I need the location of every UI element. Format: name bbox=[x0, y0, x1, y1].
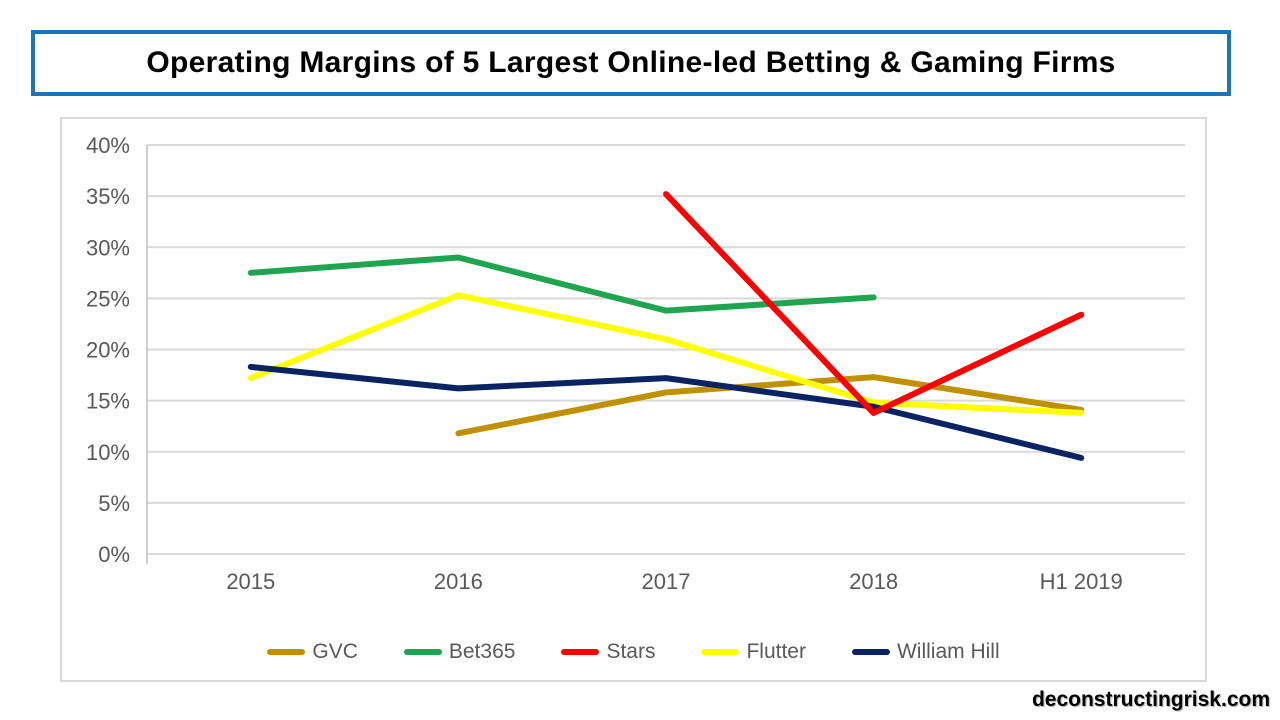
legend-label-flutter: Flutter bbox=[746, 640, 806, 663]
legend-item-flutter: Flutter bbox=[701, 640, 806, 664]
legend-item-gvc: GVC bbox=[267, 640, 358, 664]
series-line-stars bbox=[663, 191, 1085, 416]
legend-swatch-flutter bbox=[701, 649, 740, 655]
legend-swatch-stars bbox=[561, 649, 600, 655]
y-axis-tick-label: 15% bbox=[86, 389, 130, 414]
legend-label-william-hill: William Hill bbox=[896, 640, 1000, 663]
x-axis-category-label: 2017 bbox=[642, 569, 691, 594]
chart-container: 0% 5% 10% 15% 20% 25% 30% 35% 40% 2015 2016 2017 201… bbox=[60, 117, 1207, 682]
series-line-bet365 bbox=[247, 254, 877, 314]
legend-item-william-hill: William Hill bbox=[851, 640, 1000, 664]
legend-label-bet365: Bet365 bbox=[448, 640, 516, 663]
x-axis-category-label: 2016 bbox=[434, 569, 483, 594]
chart-legend: GVC Bet365 Stars Flutter William Hill bbox=[62, 640, 1205, 664]
series-line-flutter bbox=[247, 292, 1085, 416]
watermark-text: deconstructingrisk.com bbox=[1031, 688, 1270, 711]
y-axis-tick-label: 40% bbox=[86, 133, 130, 158]
y-axis-tick-label: 25% bbox=[86, 286, 130, 311]
legend-label-gvc: GVC bbox=[312, 640, 358, 663]
legend-item-stars: Stars bbox=[561, 640, 655, 664]
y-axis-tick-label: 35% bbox=[86, 184, 130, 209]
legend-swatch-bet365 bbox=[403, 649, 442, 655]
y-axis-tick-label: 5% bbox=[98, 491, 130, 516]
page-title: Operating Margins of 5 Largest Online-le… bbox=[146, 46, 1116, 79]
y-axis-tick-label: 10% bbox=[86, 440, 130, 465]
y-axis-tick-label: 0% bbox=[98, 542, 130, 567]
series-line-gvc bbox=[455, 374, 1085, 437]
chart-title-box: Operating Margins of 5 Largest Online-le… bbox=[31, 30, 1231, 96]
series-line-william-hill bbox=[247, 363, 1085, 461]
legend-label-stars: Stars bbox=[606, 640, 656, 663]
legend-swatch-william-hill bbox=[851, 649, 890, 655]
y-axis-tick-label: 30% bbox=[86, 235, 130, 260]
x-axis-category-label: H1 2019 bbox=[1040, 569, 1123, 594]
legend-swatch-gvc bbox=[267, 649, 306, 655]
y-axis-tick-label: 20% bbox=[86, 338, 130, 363]
x-axis-category-label: 2018 bbox=[849, 569, 898, 594]
legend-item-bet365: Bet365 bbox=[403, 640, 516, 664]
line-chart-plot: 0% 5% 10% 15% 20% 25% 30% 35% 40% 2015 2016 2017 201… bbox=[86, 133, 1185, 594]
x-axis-category-label: 2015 bbox=[226, 569, 275, 594]
